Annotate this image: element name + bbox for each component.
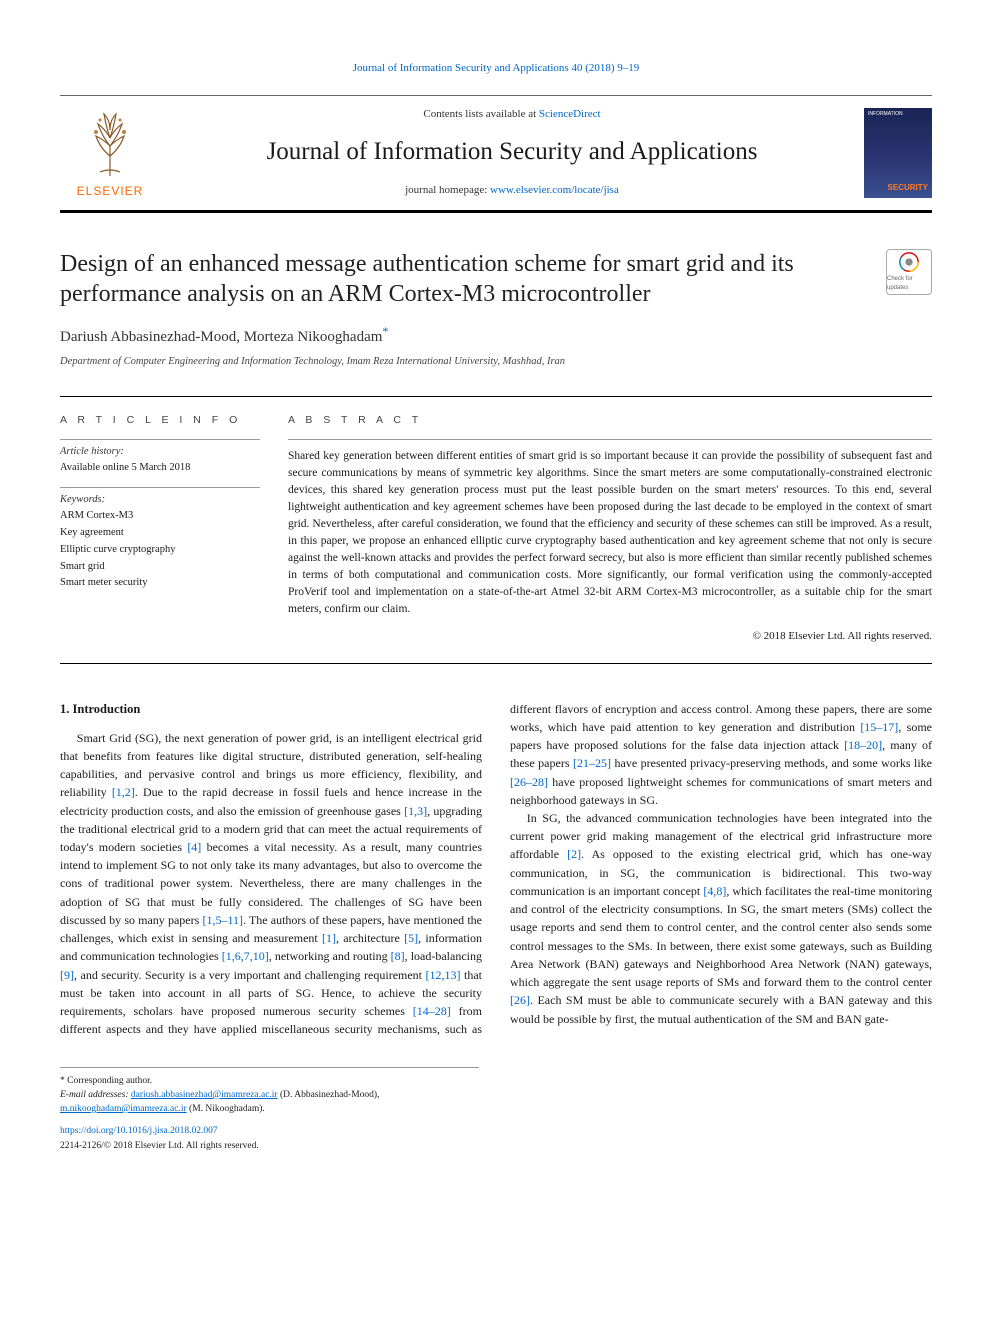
author-name-2: (M. Nikooghadam). [187, 1104, 265, 1114]
email-label: E-mail addresses: [60, 1090, 129, 1100]
citation-link[interactable]: [4,8] [703, 884, 726, 898]
contents-available-line: Contents lists available at ScienceDirec… [178, 106, 846, 123]
sciencedirect-link[interactable]: ScienceDirect [539, 108, 601, 120]
article-history-line: Available online 5 March 2018 [60, 460, 260, 476]
journal-header: ELSEVIER Contents lists available at Sci… [60, 95, 932, 213]
authors-text: Dariush Abbasinezhad-Mood, Morteza Nikoo… [60, 329, 382, 345]
author-email-link[interactable]: dariush.abbasinezhad@imamreza.ac.ir [131, 1090, 278, 1100]
keywords-title: Keywords: [60, 492, 260, 508]
citation-link[interactable]: [26] [510, 993, 530, 1007]
citation-link[interactable]: [8] [391, 949, 405, 963]
keyword-item: Smart grid [60, 559, 260, 576]
author-name-1: (D. Abbasinezhad-Mood), [278, 1090, 380, 1100]
abstract-copyright: © 2018 Elsevier Ltd. All rights reserved… [288, 628, 932, 645]
footnotes: * Corresponding author. E-mail addresses… [60, 1067, 479, 1153]
article-title: Design of an enhanced message authentica… [60, 249, 872, 310]
contents-prefix: Contents lists available at [423, 108, 538, 120]
authors-line: Dariush Abbasinezhad-Mood, Morteza Nikoo… [60, 322, 872, 349]
journal-homepage-line: journal homepage: www.elsevier.com/locat… [178, 182, 846, 199]
cover-bottom-text: SECURITY [888, 182, 928, 194]
author-email-link[interactable]: m.nikooghadam@imamreza.ac.ir [60, 1104, 187, 1114]
running-header: Journal of Information Security and Appl… [60, 60, 932, 77]
article-info-heading: A R T I C L E I N F O [60, 413, 260, 429]
citation-link[interactable]: [1,3] [404, 804, 427, 818]
citation-link[interactable]: [5] [404, 931, 418, 945]
keyword-item: Key agreement [60, 525, 260, 542]
crossmark-badge[interactable]: Check for updates [886, 249, 932, 295]
issn-copyright-line: 2214-2126/© 2018 Elsevier Ltd. All right… [60, 1139, 479, 1153]
corresponding-mark: * [382, 324, 388, 338]
citation-link[interactable]: [1,6,7,10] [222, 949, 269, 963]
citation-link[interactable]: [15–17] [860, 720, 898, 734]
citation-link[interactable]: [2] [567, 847, 581, 861]
abstract-body: Shared key generation between different … [288, 448, 932, 618]
keyword-item: Smart meter security [60, 575, 260, 592]
elsevier-logo: ELSEVIER [60, 106, 160, 200]
intro-paragraph-2: In SG, the advanced communication techno… [510, 809, 932, 1028]
citation-link[interactable]: [12,13] [426, 968, 461, 982]
elsevier-wordmark: ELSEVIER [60, 182, 160, 200]
doi-link[interactable]: https://doi.org/10.1016/j.jisa.2018.02.0… [60, 1126, 218, 1136]
homepage-prefix: journal homepage: [405, 184, 490, 196]
citation-link[interactable]: [9] [60, 968, 74, 982]
citation-link[interactable]: [4] [187, 840, 201, 854]
crossmark-label: Check for updates [887, 275, 931, 293]
email-addresses-line: E-mail addresses: dariush.abbasinezhad@i… [60, 1088, 479, 1117]
affiliation: Department of Computer Engineering and I… [60, 354, 872, 370]
article-body: 1. Introduction Smart Grid (SG), the nex… [60, 700, 932, 1039]
citation-link[interactable]: [1,2] [112, 785, 135, 799]
keyword-item: ARM Cortex-M3 [60, 508, 260, 525]
journal-cover-thumb: INFORMATION SECURITY [864, 108, 932, 198]
section-1-heading: 1. Introduction [60, 700, 482, 719]
journal-homepage-link[interactable]: www.elsevier.com/locate/jisa [490, 184, 619, 196]
citation-link[interactable]: [1,5–11] [202, 913, 243, 927]
keyword-item: Elliptic curve cryptography [60, 542, 260, 559]
article-history-title: Article history: [60, 444, 260, 460]
elsevier-tree-icon [82, 106, 138, 178]
crossmark-icon [898, 251, 920, 273]
citation-link[interactable]: [14–28] [413, 1004, 451, 1018]
citation-link[interactable]: [18–20] [844, 738, 882, 752]
corresponding-author-note: * Corresponding author. [60, 1074, 479, 1088]
citation-link[interactable]: [26–28] [510, 775, 548, 789]
citation-link[interactable]: [1] [322, 931, 336, 945]
abstract-heading: A B S T R A C T [288, 413, 932, 429]
citation-link[interactable]: [21–25] [573, 756, 611, 770]
cover-top-text: INFORMATION [868, 112, 928, 118]
journal-name: Journal of Information Security and Appl… [178, 133, 846, 171]
